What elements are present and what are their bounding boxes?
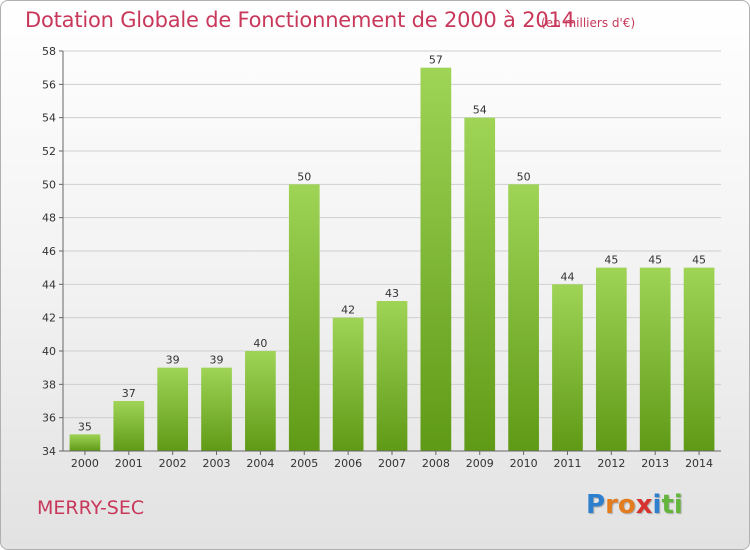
data-label: 45 <box>604 254 618 267</box>
x-tick-label: 2009 <box>466 457 494 470</box>
x-tick-label: 2012 <box>597 457 625 470</box>
logo-letter: P <box>586 490 606 520</box>
x-tick-label: 2008 <box>422 457 450 470</box>
x-tick-label: 2000 <box>71 457 99 470</box>
y-tick-label: 46 <box>42 245 56 258</box>
data-label: 50 <box>517 170 531 183</box>
bar <box>420 67 452 452</box>
y-tick-label: 50 <box>42 178 56 191</box>
proxiti-logo: Proxiti <box>586 490 683 520</box>
bar <box>595 267 627 451</box>
data-label: 50 <box>297 170 311 183</box>
y-tick-label: 48 <box>42 212 56 225</box>
data-label: 43 <box>385 287 399 300</box>
logo-letter: x <box>635 490 653 520</box>
y-tick-label: 56 <box>42 78 56 91</box>
x-tick-label: 2014 <box>685 457 713 470</box>
data-label: 54 <box>473 104 487 117</box>
data-label: 45 <box>692 254 706 267</box>
logo-letter: r <box>605 490 618 520</box>
y-tick-label: 54 <box>42 112 56 125</box>
x-tick-label: 2010 <box>510 457 538 470</box>
data-label: 42 <box>341 304 355 317</box>
bar <box>245 351 276 451</box>
bar <box>113 401 145 451</box>
logo-letter: i <box>652 490 662 520</box>
bar <box>508 184 539 452</box>
data-label: 39 <box>166 354 180 367</box>
x-tick-label: 2013 <box>641 457 669 470</box>
chart-unit: (en milliers d'€) <box>541 16 636 30</box>
data-label: 37 <box>122 387 136 400</box>
y-tick-label: 44 <box>42 278 56 291</box>
bar <box>332 317 364 451</box>
bar <box>464 117 496 452</box>
bar <box>157 367 189 451</box>
x-tick-label: 2006 <box>334 457 362 470</box>
x-tick-label: 2011 <box>553 457 581 470</box>
bar <box>69 434 101 451</box>
y-tick-label: 38 <box>42 378 56 391</box>
y-tick-label: 42 <box>42 312 56 325</box>
y-tick-label: 36 <box>42 412 56 425</box>
y-tick-label: 34 <box>42 445 56 458</box>
bar <box>376 301 408 451</box>
y-tick-label: 58 <box>42 45 56 58</box>
logo-letter: o <box>617 490 636 520</box>
data-label: 44 <box>560 270 574 283</box>
commune-name: MERRY-SEC <box>37 497 145 519</box>
x-tick-label: 2007 <box>378 457 406 470</box>
bar <box>683 267 715 451</box>
data-label: 35 <box>78 420 92 433</box>
bar <box>201 367 232 451</box>
y-tick-label: 52 <box>42 145 56 158</box>
logo-letter: i <box>673 490 683 520</box>
x-tick-label: 2003 <box>203 457 231 470</box>
data-label: 39 <box>210 354 224 367</box>
data-label: 40 <box>253 337 267 350</box>
x-tick-label: 2005 <box>290 457 318 470</box>
bar <box>288 184 320 452</box>
axes: 34 36 38 40 42 44 46 48 50 52 54 56 58 2000 2001 2002 20… <box>42 45 721 470</box>
data-label: 45 <box>648 254 662 267</box>
data-label: 57 <box>429 54 443 67</box>
x-tick-label: 2001 <box>115 457 143 470</box>
y-tick-label: 40 <box>42 345 56 358</box>
x-tick-label: 2002 <box>159 457 187 470</box>
bar <box>552 284 583 451</box>
x-tick-label: 2004 <box>246 457 274 470</box>
logo-letter: t <box>661 490 674 520</box>
bar <box>639 267 671 451</box>
bars: 35 37 39 39 40 50 42 43 57 54 50 44 45 45 45 <box>69 54 715 452</box>
chart-title: Dotation Globale de Fonctionnement de 20… <box>25 8 575 32</box>
